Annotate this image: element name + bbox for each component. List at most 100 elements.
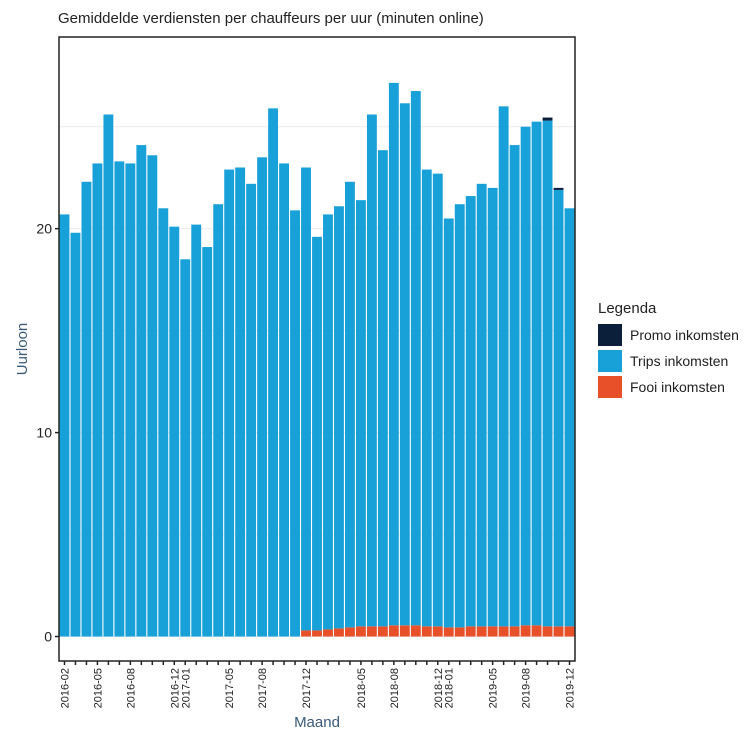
x-tick-label: 2017-01 — [180, 668, 192, 708]
x-tick-label: 2017-12 — [301, 668, 313, 708]
bar-fooi-inkomsten — [509, 626, 520, 637]
bar-trips-inkomsten — [125, 163, 136, 637]
bar-fooi-inkomsten — [410, 625, 421, 637]
bar-fooi-inkomsten — [388, 625, 399, 637]
bar-trips-inkomsten — [268, 108, 279, 637]
legend-swatch — [598, 376, 622, 398]
x-tick-label: 2018-08 — [389, 668, 401, 708]
bar-fooi-inkomsten — [553, 626, 564, 637]
bar-trips-inkomsten — [235, 167, 246, 637]
bar-fooi-inkomsten — [334, 628, 344, 637]
bar-trips-inkomsten — [147, 155, 158, 637]
x-tick-label: 2017-08 — [257, 668, 269, 708]
bar-trips-inkomsten — [202, 247, 213, 637]
y-tick-label: 0 — [44, 629, 52, 645]
legend-swatch — [598, 324, 622, 346]
bar-trips-inkomsten — [454, 204, 465, 628]
bar-trips-inkomsten — [191, 224, 202, 637]
bar-trips-inkomsten — [487, 187, 498, 627]
legend-label: Fooi inkomsten — [630, 379, 725, 395]
bar-fooi-inkomsten — [454, 627, 465, 637]
bar-trips-inkomsten — [366, 114, 377, 627]
bar-trips-inkomsten — [542, 120, 553, 627]
bar-fooi-inkomsten — [531, 625, 542, 637]
legend: Legenda Promo inkomsten Trips inkomsten Fo… — [598, 300, 739, 398]
bar-trips-inkomsten — [158, 208, 169, 637]
bar-trips-inkomsten — [377, 150, 388, 627]
bar-fooi-inkomsten — [323, 629, 333, 637]
bar-trips-inkomsten — [410, 91, 421, 626]
bar-trips-inkomsten — [520, 126, 531, 626]
bar-trips-inkomsten — [257, 157, 268, 637]
x-tick-label: 2019-05 — [488, 668, 500, 708]
x-tick-label: 2016-05 — [92, 668, 104, 708]
bar-trips-inkomsten — [421, 169, 432, 627]
bar-trips-inkomsten — [59, 214, 70, 637]
bar-trips-inkomsten — [465, 196, 476, 627]
bar-trips-inkomsten — [432, 173, 443, 627]
bar-fooi-inkomsten — [366, 626, 377, 637]
y-axis: 0 10 20 — [36, 221, 59, 645]
bar-trips-inkomsten — [70, 232, 81, 637]
x-tick-label: 2017-05 — [224, 668, 236, 708]
bar-trips-inkomsten — [301, 167, 311, 631]
bar-trips-inkomsten — [498, 106, 509, 627]
bar-fooi-inkomsten — [476, 626, 487, 637]
chart-title: Gemiddelde verdiensten per chauffeurs pe… — [58, 10, 484, 27]
bar-promo-inkomsten — [553, 187, 564, 190]
x-tick-label: 2019-08 — [521, 668, 533, 708]
bar-trips-inkomsten — [553, 189, 564, 627]
bar-fooi-inkomsten — [345, 627, 355, 637]
bar-fooi-inkomsten — [465, 626, 476, 637]
bar-fooi-inkomsten — [312, 630, 322, 637]
bar-fooi-inkomsten — [487, 626, 498, 637]
bars-group — [59, 82, 575, 637]
bar-trips-inkomsten — [312, 236, 322, 631]
bar-fooi-inkomsten — [432, 626, 443, 637]
bar-promo-inkomsten — [542, 117, 553, 121]
bar-fooi-inkomsten — [377, 626, 388, 637]
bar-trips-inkomsten — [334, 206, 344, 629]
bar-fooi-inkomsten — [443, 627, 454, 637]
x-tick-label: 2016-02 — [59, 668, 71, 708]
y-axis-title: Uurloon — [14, 323, 31, 376]
bar-trips-inkomsten — [279, 163, 289, 637]
x-tick-label: 2018-01 — [444, 668, 456, 708]
bar-trips-inkomsten — [290, 210, 300, 637]
bar-fooi-inkomsten — [421, 626, 432, 637]
legend-label: Promo inkomsten — [630, 327, 739, 343]
bar-trips-inkomsten — [246, 183, 257, 637]
bar-trips-inkomsten — [224, 169, 235, 637]
bar-fooi-inkomsten — [399, 625, 410, 637]
bar-trips-inkomsten — [476, 183, 487, 627]
x-tick-label: 2018-05 — [356, 668, 368, 708]
y-tick-label: 10 — [36, 425, 52, 441]
x-tick-label: 2018-12 — [433, 668, 445, 708]
y-tick-label: 20 — [36, 221, 52, 237]
bar-trips-inkomsten — [81, 181, 92, 637]
bar-trips-inkomsten — [399, 103, 410, 626]
bar-fooi-inkomsten — [542, 626, 553, 637]
bar-trips-inkomsten — [531, 121, 542, 626]
legend-label: Trips inkomsten — [630, 353, 728, 369]
bar-fooi-inkomsten — [355, 626, 366, 637]
bar-trips-inkomsten — [323, 214, 333, 630]
bar-fooi-inkomsten — [520, 625, 531, 637]
x-tick-label: 2019-12 — [565, 668, 577, 708]
bar-trips-inkomsten — [92, 163, 103, 637]
bar-trips-inkomsten — [388, 82, 399, 626]
bar-trips-inkomsten — [180, 259, 191, 637]
bar-trips-inkomsten — [136, 145, 147, 637]
x-axis-title: Maand — [294, 714, 340, 731]
bar-fooi-inkomsten — [564, 626, 575, 637]
bar-trips-inkomsten — [355, 200, 366, 627]
bar-fooi-inkomsten — [498, 626, 509, 637]
bar-trips-inkomsten — [213, 204, 224, 637]
bar-trips-inkomsten — [564, 208, 575, 627]
bar-trips-inkomsten — [443, 218, 454, 628]
bar-trips-inkomsten — [114, 161, 125, 637]
legend-title: Legenda — [598, 300, 657, 317]
x-tick-label: 2016-12 — [169, 668, 181, 708]
